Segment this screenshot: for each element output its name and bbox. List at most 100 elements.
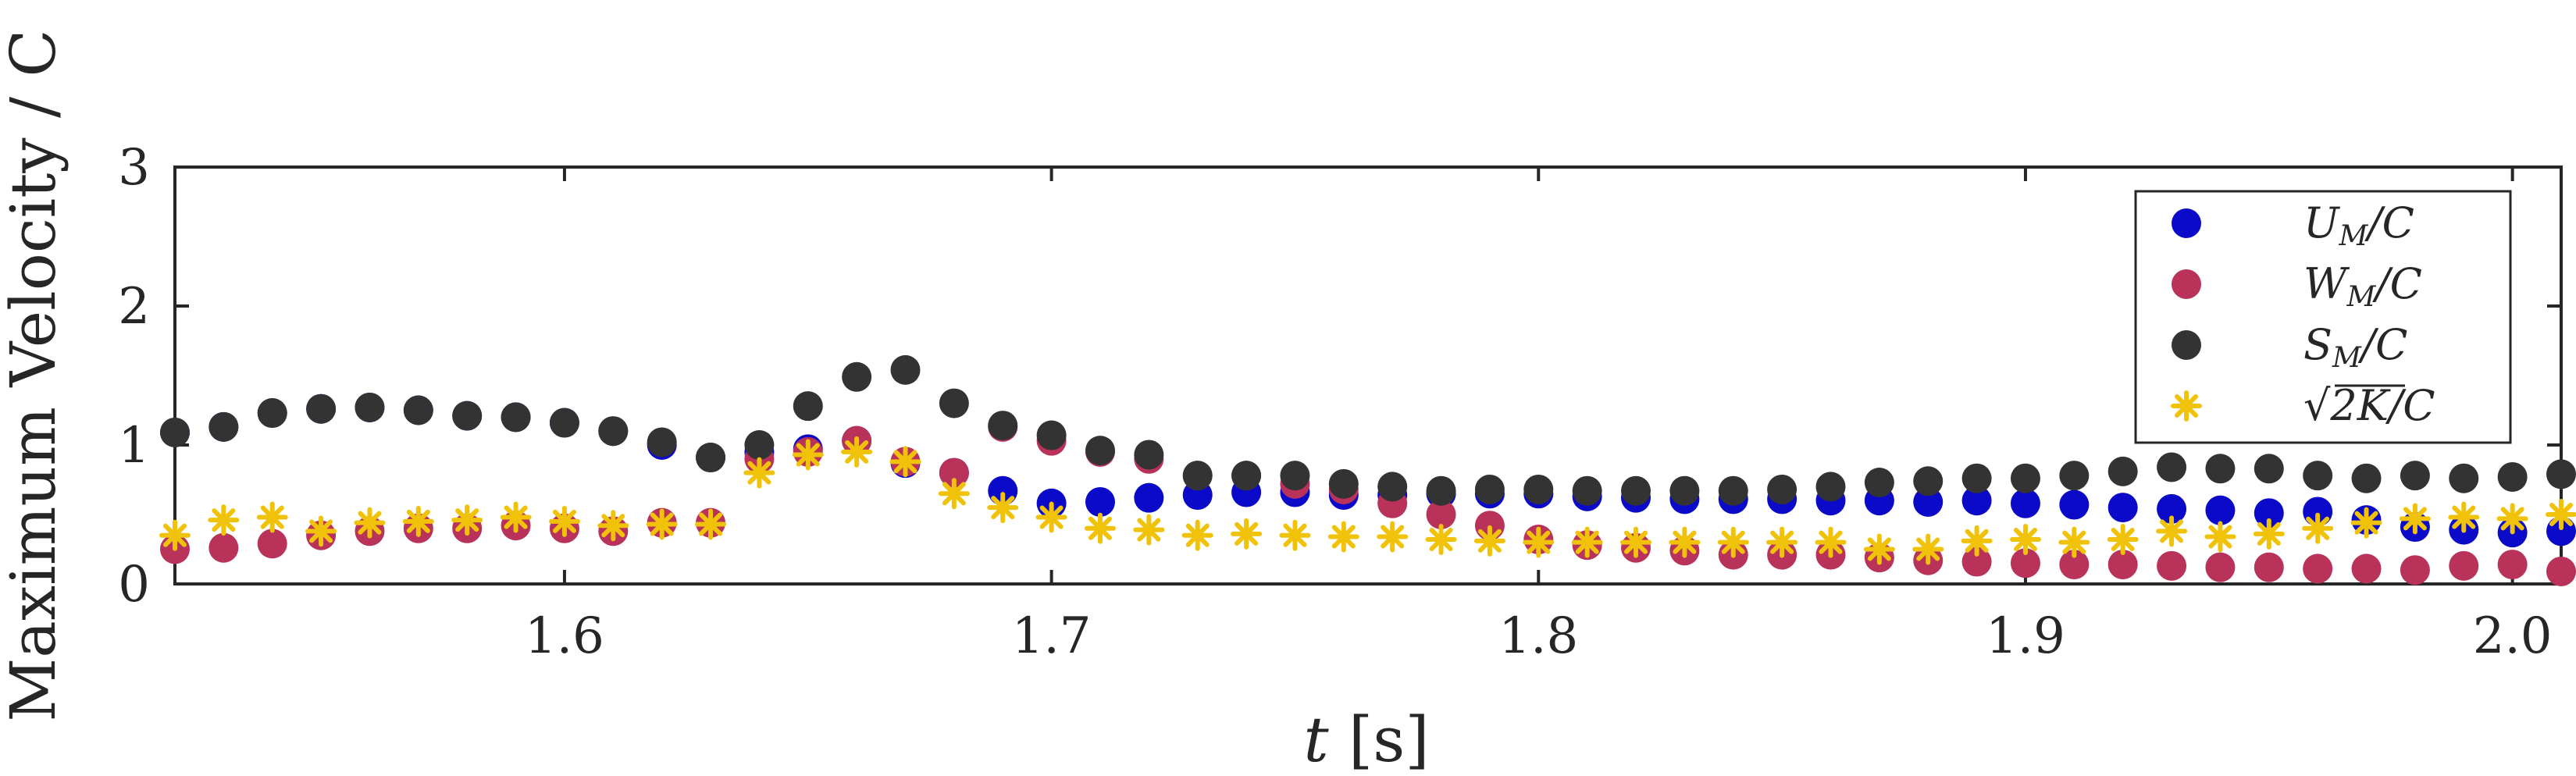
data-point <box>2107 456 2138 486</box>
data-point <box>1572 475 1602 506</box>
data-point <box>1571 526 1603 558</box>
data-point <box>1085 436 1115 466</box>
plot-area-frame <box>173 166 2563 586</box>
y-tick-label: 1 <box>118 417 150 475</box>
data-point <box>1474 474 1505 504</box>
legend-marker <box>2172 208 2201 238</box>
data-point <box>696 443 726 473</box>
data-point <box>793 391 823 422</box>
data-point <box>1621 475 1651 506</box>
axis-tick-labels: 1.6 1.7 1.8 1.9 2.0 0 1 2 3 <box>118 139 2552 665</box>
data-point <box>938 478 970 510</box>
data-point <box>2254 454 2284 484</box>
data-point <box>2009 524 2041 556</box>
data-point <box>2010 463 2040 493</box>
data-point <box>2546 459 2576 489</box>
data-point <box>1280 461 1310 491</box>
x-tick-label: 1.9 <box>1986 607 2065 665</box>
data-point <box>1279 519 1311 551</box>
data-point <box>306 393 337 424</box>
x-axis-label: t [s] <box>1303 703 1429 776</box>
data-point <box>2205 454 2236 484</box>
data-point <box>1377 521 1409 553</box>
data-point <box>890 354 921 385</box>
data-point <box>939 457 969 488</box>
data-point <box>2546 499 2576 530</box>
data-point <box>1377 472 1408 502</box>
data-point <box>1084 512 1116 544</box>
data-point <box>2400 461 2430 491</box>
data-point <box>842 361 872 392</box>
data-point <box>1473 525 1505 557</box>
data-point <box>2205 495 2236 525</box>
data-point <box>501 402 531 432</box>
data-point <box>1620 526 1652 558</box>
data-point <box>354 507 386 539</box>
data-point <box>841 436 873 468</box>
data-point <box>2351 463 2382 493</box>
data-point <box>1523 526 1555 558</box>
data-point <box>1767 474 1797 504</box>
data-point <box>2351 554 2382 584</box>
series-3 <box>160 354 2576 506</box>
data-point <box>2107 493 2138 523</box>
data-point <box>1717 526 1749 558</box>
data-point <box>256 501 288 533</box>
data-point <box>548 505 580 537</box>
data-point <box>939 388 969 418</box>
data-point <box>792 439 824 471</box>
data-point <box>2157 452 2187 482</box>
data-point <box>402 505 434 537</box>
legend-marker <box>2171 390 2202 422</box>
y-tick-label: 3 <box>118 139 150 197</box>
data-point <box>988 411 1018 441</box>
data-markers <box>159 354 2576 586</box>
x-tick-label: 2.0 <box>2473 607 2553 665</box>
data-point <box>1426 475 1456 506</box>
data-point <box>598 416 629 447</box>
data-point <box>160 417 190 447</box>
data-point <box>2107 550 2138 580</box>
data-point <box>2010 488 2040 518</box>
legend: UM/C WM/C SM/C √2K/C <box>2134 190 2512 444</box>
data-point <box>1523 474 1554 504</box>
data-point <box>646 508 678 540</box>
data-point <box>500 501 532 533</box>
data-point <box>1181 519 1213 551</box>
data-point <box>2497 550 2528 580</box>
data-point <box>2448 501 2480 533</box>
data-point <box>549 408 579 438</box>
data-point <box>647 427 677 457</box>
data-point <box>597 510 629 542</box>
data-point <box>1912 533 1944 565</box>
legend-box <box>2134 190 2512 444</box>
data-point <box>1231 518 1263 550</box>
data-point <box>2302 512 2334 544</box>
data-point <box>1669 526 1701 558</box>
data-point <box>257 529 287 559</box>
data-point <box>1815 526 1847 558</box>
legend-label: √2K/C <box>2303 381 2435 430</box>
data-point <box>1134 440 1164 470</box>
data-point <box>2010 548 2040 578</box>
data-point <box>2303 554 2333 584</box>
data-point <box>1035 501 1067 533</box>
legend-label: SM/C <box>2303 320 2407 374</box>
data-point <box>1134 482 1164 513</box>
data-point <box>208 504 240 536</box>
legend-marker <box>2172 330 2201 360</box>
data-point <box>2399 503 2431 535</box>
data-point <box>2059 489 2090 520</box>
data-point <box>1913 466 1944 497</box>
data-point <box>987 492 1019 524</box>
y-tick-label: 2 <box>118 278 150 336</box>
data-point <box>208 532 239 563</box>
legend-label: WM/C <box>2303 259 2422 313</box>
data-point <box>1327 521 1359 553</box>
data-point <box>2449 463 2479 493</box>
data-point <box>2156 515 2188 547</box>
data-point <box>2350 507 2382 539</box>
data-point <box>1085 486 1115 517</box>
data-point <box>1182 461 1213 491</box>
